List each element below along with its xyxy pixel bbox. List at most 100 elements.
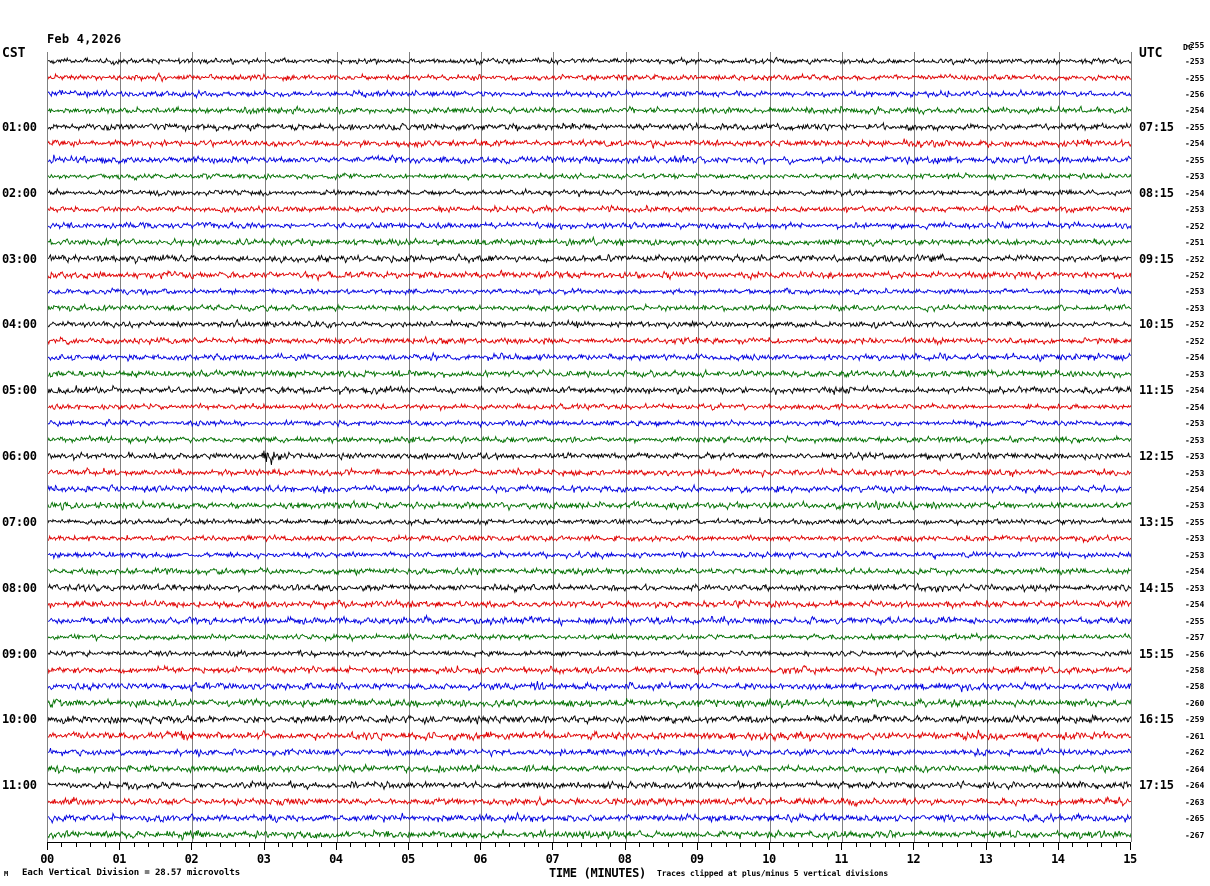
xtick-major-09 — [697, 842, 698, 850]
dc-value-4: -254 — [1185, 106, 1205, 116]
x-axis-title: TIME (MINUTES) — [549, 866, 646, 880]
xtick-minor — [437, 842, 438, 847]
dc-value-31: -253 — [1185, 550, 1205, 560]
dc-value-14: -252 — [1185, 271, 1205, 280]
dc-value-32: -254 — [1185, 567, 1205, 577]
dc-value-27: -254 — [1185, 484, 1205, 494]
xtick-minor — [581, 842, 582, 847]
dc-value-17: -252 — [1185, 320, 1205, 330]
xtick-major-06 — [480, 842, 481, 850]
xtick-minor — [798, 842, 799, 847]
gridline-minute-04 — [337, 52, 338, 842]
xtick-major-07 — [552, 842, 553, 850]
trace-row-45 — [48, 795, 1131, 808]
xtick-minor — [596, 842, 597, 847]
trace-row-23 — [48, 434, 1131, 446]
trace-row-24 — [48, 450, 1131, 465]
gridline-minute-01 — [120, 52, 121, 842]
gridline-minute-14 — [1059, 52, 1060, 842]
right-time-1115: 11:15 — [1139, 383, 1174, 398]
xtick-minor — [350, 842, 351, 847]
trace-row-46 — [48, 811, 1131, 825]
xtick-major-04 — [336, 842, 337, 850]
vertical-division-note: Each Vertical Division = 28.57 microvolt… — [22, 868, 241, 878]
xlabel-01: 01 — [112, 852, 126, 866]
dc-value-34: -254 — [1185, 600, 1205, 610]
dc-value-46: -263 — [1185, 797, 1205, 807]
dc-value-39: -258 — [1185, 682, 1205, 692]
xtick-minor — [394, 842, 395, 847]
trace-row-16 — [48, 318, 1131, 330]
dc-value-15: -253 — [1185, 287, 1205, 297]
corner-mark: M — [4, 870, 9, 878]
dc-value-11: -252 — [1185, 221, 1205, 231]
xtick-major-00 — [47, 842, 48, 850]
dc-value-36: -257 — [1185, 633, 1205, 643]
xtick-minor — [220, 842, 221, 847]
dc-value-48: -267 — [1185, 830, 1205, 840]
xtick-minor — [812, 842, 813, 847]
seismogram-plot[interactable] — [47, 52, 1132, 842]
xtick-minor — [1116, 842, 1117, 847]
left-time-0500: 05:00 — [2, 383, 37, 398]
xtick-minor — [711, 842, 712, 847]
xtick-minor — [682, 842, 683, 847]
dc-value-3: -256 — [1185, 89, 1205, 99]
xtick-major-15 — [1130, 842, 1131, 850]
xtick-major-08 — [625, 842, 626, 850]
xtick-minor — [899, 842, 900, 847]
xtick-minor — [365, 842, 366, 847]
left-time-0200: 02:00 — [2, 185, 37, 200]
trace-row-36 — [48, 648, 1131, 659]
xtick-minor — [928, 842, 929, 847]
trace-row-43 — [48, 763, 1131, 775]
xtick-minor — [1029, 842, 1030, 847]
left-time-0300: 03:00 — [2, 251, 37, 266]
trace-row-38 — [48, 680, 1131, 693]
gridline-minute-07 — [553, 52, 554, 842]
xtick-minor — [653, 842, 654, 847]
dc-value-5: -255 — [1185, 122, 1205, 132]
xlabel-02: 02 — [184, 852, 199, 866]
dc-value-6: -254 — [1185, 139, 1205, 149]
trace-row-40 — [48, 713, 1131, 726]
trace-row-27 — [48, 499, 1131, 512]
xtick-major-11 — [841, 842, 842, 850]
dc-value-13: -252 — [1185, 254, 1205, 264]
xtick-major-10 — [769, 842, 770, 850]
xlabel-11: 11 — [834, 852, 848, 866]
trace-row-47 — [48, 828, 1131, 842]
dc-value-19: -254 — [1185, 353, 1205, 363]
xtick-minor — [567, 842, 568, 847]
xtick-minor — [524, 842, 525, 847]
xtick-minor — [451, 842, 452, 847]
left-time-0400: 04:00 — [2, 317, 37, 332]
xtick-minor — [827, 842, 828, 847]
trace-svg — [48, 56, 1131, 842]
left-time-0800: 08:00 — [2, 580, 37, 595]
xtick-major-05 — [408, 842, 409, 850]
dc-value-35: -255 — [1185, 616, 1205, 626]
gridline-minute-09 — [698, 52, 699, 842]
x-axis-line — [47, 842, 1131, 843]
trace-row-26 — [48, 483, 1131, 495]
xtick-minor — [971, 842, 972, 847]
dc-column-label: DC — [1183, 43, 1193, 52]
trace-row-31 — [48, 566, 1131, 577]
xtick-minor — [509, 842, 510, 847]
left-time-0600: 06:00 — [2, 449, 37, 464]
xtick-major-13 — [986, 842, 987, 850]
xlabel-06: 06 — [473, 852, 487, 866]
xtick-minor — [610, 842, 611, 847]
xtick-minor — [206, 842, 207, 847]
dc-value-44: -264 — [1185, 764, 1205, 774]
right-time-1315: 13:15 — [1139, 514, 1174, 529]
dc-value-38: -258 — [1185, 666, 1205, 675]
dc-value-42: -261 — [1185, 731, 1205, 741]
dc-value-2: -255 — [1185, 73, 1205, 83]
xtick-minor — [957, 842, 958, 847]
xtick-minor — [1101, 842, 1102, 847]
dc-value-30: -253 — [1185, 534, 1205, 544]
right-time-0915: 09:15 — [1139, 251, 1174, 266]
gridline-minute-12 — [914, 52, 915, 842]
